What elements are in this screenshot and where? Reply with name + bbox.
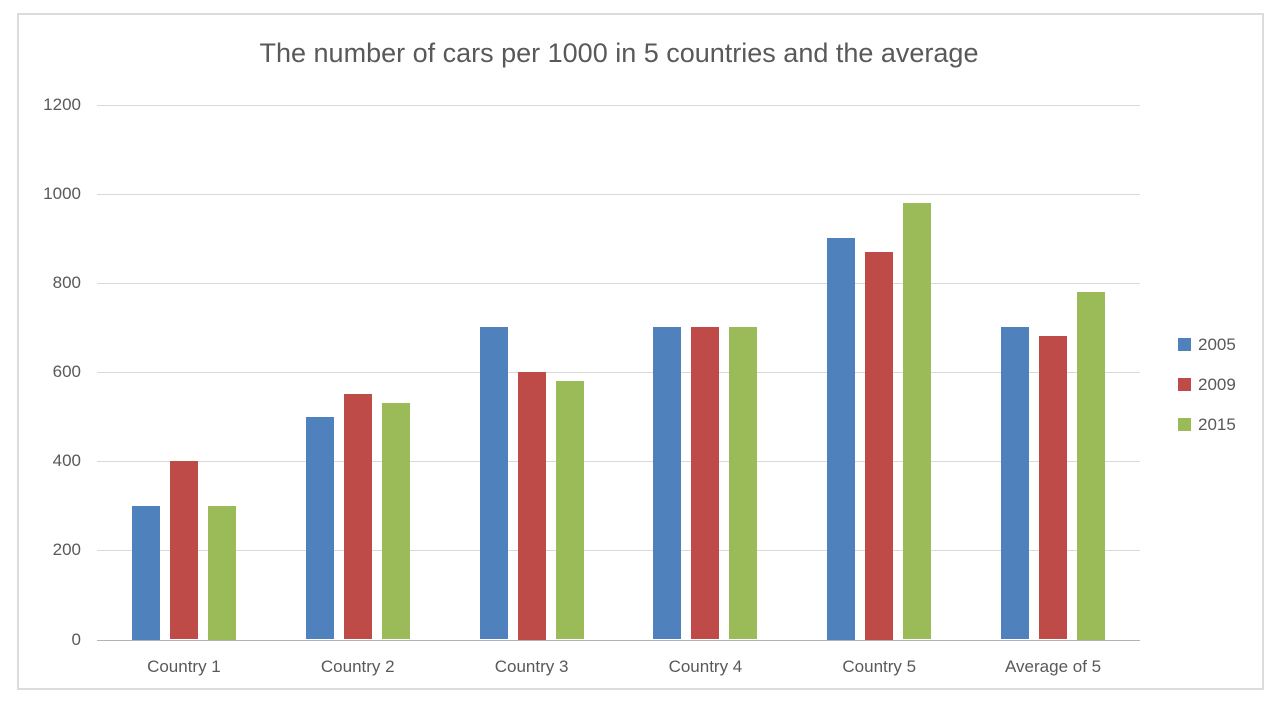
legend-label: 2015 (1198, 414, 1236, 434)
legend: 2005 2009 2015 (1178, 334, 1236, 434)
bar-2015-country-4 (729, 327, 758, 640)
bar-2009-country-5 (865, 251, 894, 640)
bar-2005-country-4 (653, 327, 682, 640)
chart-frame: The number of cars per 1000 in 5 countri… (17, 13, 1264, 690)
y-axis-tick-label: 1000 (43, 183, 81, 203)
legend-item-2015: 2015 (1178, 414, 1236, 434)
gridline (97, 193, 1140, 195)
bar-2015-country-3 (555, 380, 584, 640)
x-axis-category-label: Average of 5 (1005, 656, 1102, 676)
legend-item-2005: 2005 (1178, 334, 1236, 354)
bar-2015-average-of-5 (1077, 291, 1106, 640)
legend-label: 2005 (1198, 334, 1236, 354)
y-axis-tick-label: 800 (52, 272, 81, 292)
bar-2005-country-3 (479, 327, 508, 640)
bar-2009-country-1 (169, 461, 198, 640)
y-axis-tick-label: 200 (52, 540, 81, 560)
chart-title: The number of cars per 1000 in 5 countri… (259, 38, 979, 68)
gridline (97, 550, 1140, 552)
x-axis-category-label: Country 4 (668, 656, 743, 676)
x-axis-category-label: Country 2 (320, 656, 395, 676)
gridline (97, 461, 1140, 463)
legend-label: 2009 (1198, 374, 1236, 394)
bar-2005-country-2 (305, 416, 334, 640)
x-axis-line (97, 639, 1140, 641)
x-axis-category-label: Country 5 (842, 656, 917, 676)
y-axis-tick-label: 1200 (43, 94, 81, 114)
x-axis-category-label: Country 3 (494, 656, 569, 676)
y-axis-tick-label: 600 (52, 362, 81, 381)
bar-2005-country-1 (131, 505, 160, 640)
legend-swatch-2015 (1178, 418, 1191, 431)
gridline (97, 372, 1140, 373)
bar-2015-country-5 (903, 202, 932, 640)
bar-2009-country-2 (343, 394, 372, 640)
plot-area: 0 200 400 600 800 1000 1200 Country 1 Country 2 C… (19, 15, 1266, 692)
bar-2009-country-3 (517, 372, 546, 640)
legend-swatch-2009 (1178, 378, 1191, 391)
bar-2015-country-1 (207, 505, 236, 640)
gridline (97, 282, 1140, 284)
bar-2005-country-5 (827, 238, 856, 640)
legend-item-2009: 2009 (1178, 374, 1236, 394)
y-axis-tick-label: 0 (71, 629, 81, 649)
bar-2009-average-of-5 (1039, 336, 1068, 640)
bar-2009-country-4 (691, 327, 720, 640)
legend-swatch-2005 (1178, 338, 1191, 351)
bar-2015-country-2 (381, 403, 410, 640)
x-axis-category-label: Country 1 (147, 656, 221, 676)
bar-2005-average-of-5 (1001, 327, 1030, 640)
y-axis-tick-label: 400 (52, 451, 81, 471)
gridline (97, 104, 1140, 106)
